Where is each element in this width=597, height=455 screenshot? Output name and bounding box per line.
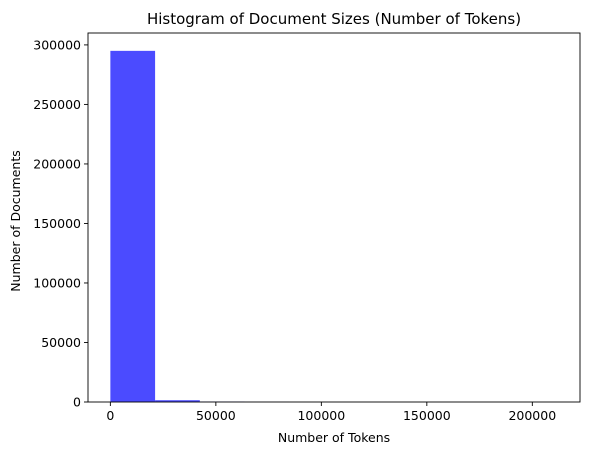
y-tick-label: 100000 [33, 275, 81, 290]
histogram-bar [110, 50, 156, 403]
y-tick-label: 150000 [33, 216, 81, 231]
y-tick-label: 250000 [33, 97, 81, 112]
y-tick-label: 50000 [41, 335, 81, 350]
y-tick-label: 200000 [33, 156, 81, 171]
x-tick-label: 100000 [297, 408, 345, 423]
x-axis-label: Number of Tokens [278, 430, 390, 445]
y-axis-label: Number of Documents [8, 150, 23, 291]
y-tick-label: 300000 [33, 37, 81, 52]
chart-title: Histogram of Document Sizes (Number of T… [147, 10, 521, 28]
histogram-bar [155, 400, 200, 402]
x-tick-label: 150000 [403, 408, 451, 423]
x-tick-label: 50000 [196, 408, 236, 423]
y-tick-label: 0 [73, 395, 81, 410]
x-tick-label: 200000 [508, 408, 556, 423]
plot-frame [87, 32, 581, 403]
x-tick-label: 0 [106, 408, 114, 423]
